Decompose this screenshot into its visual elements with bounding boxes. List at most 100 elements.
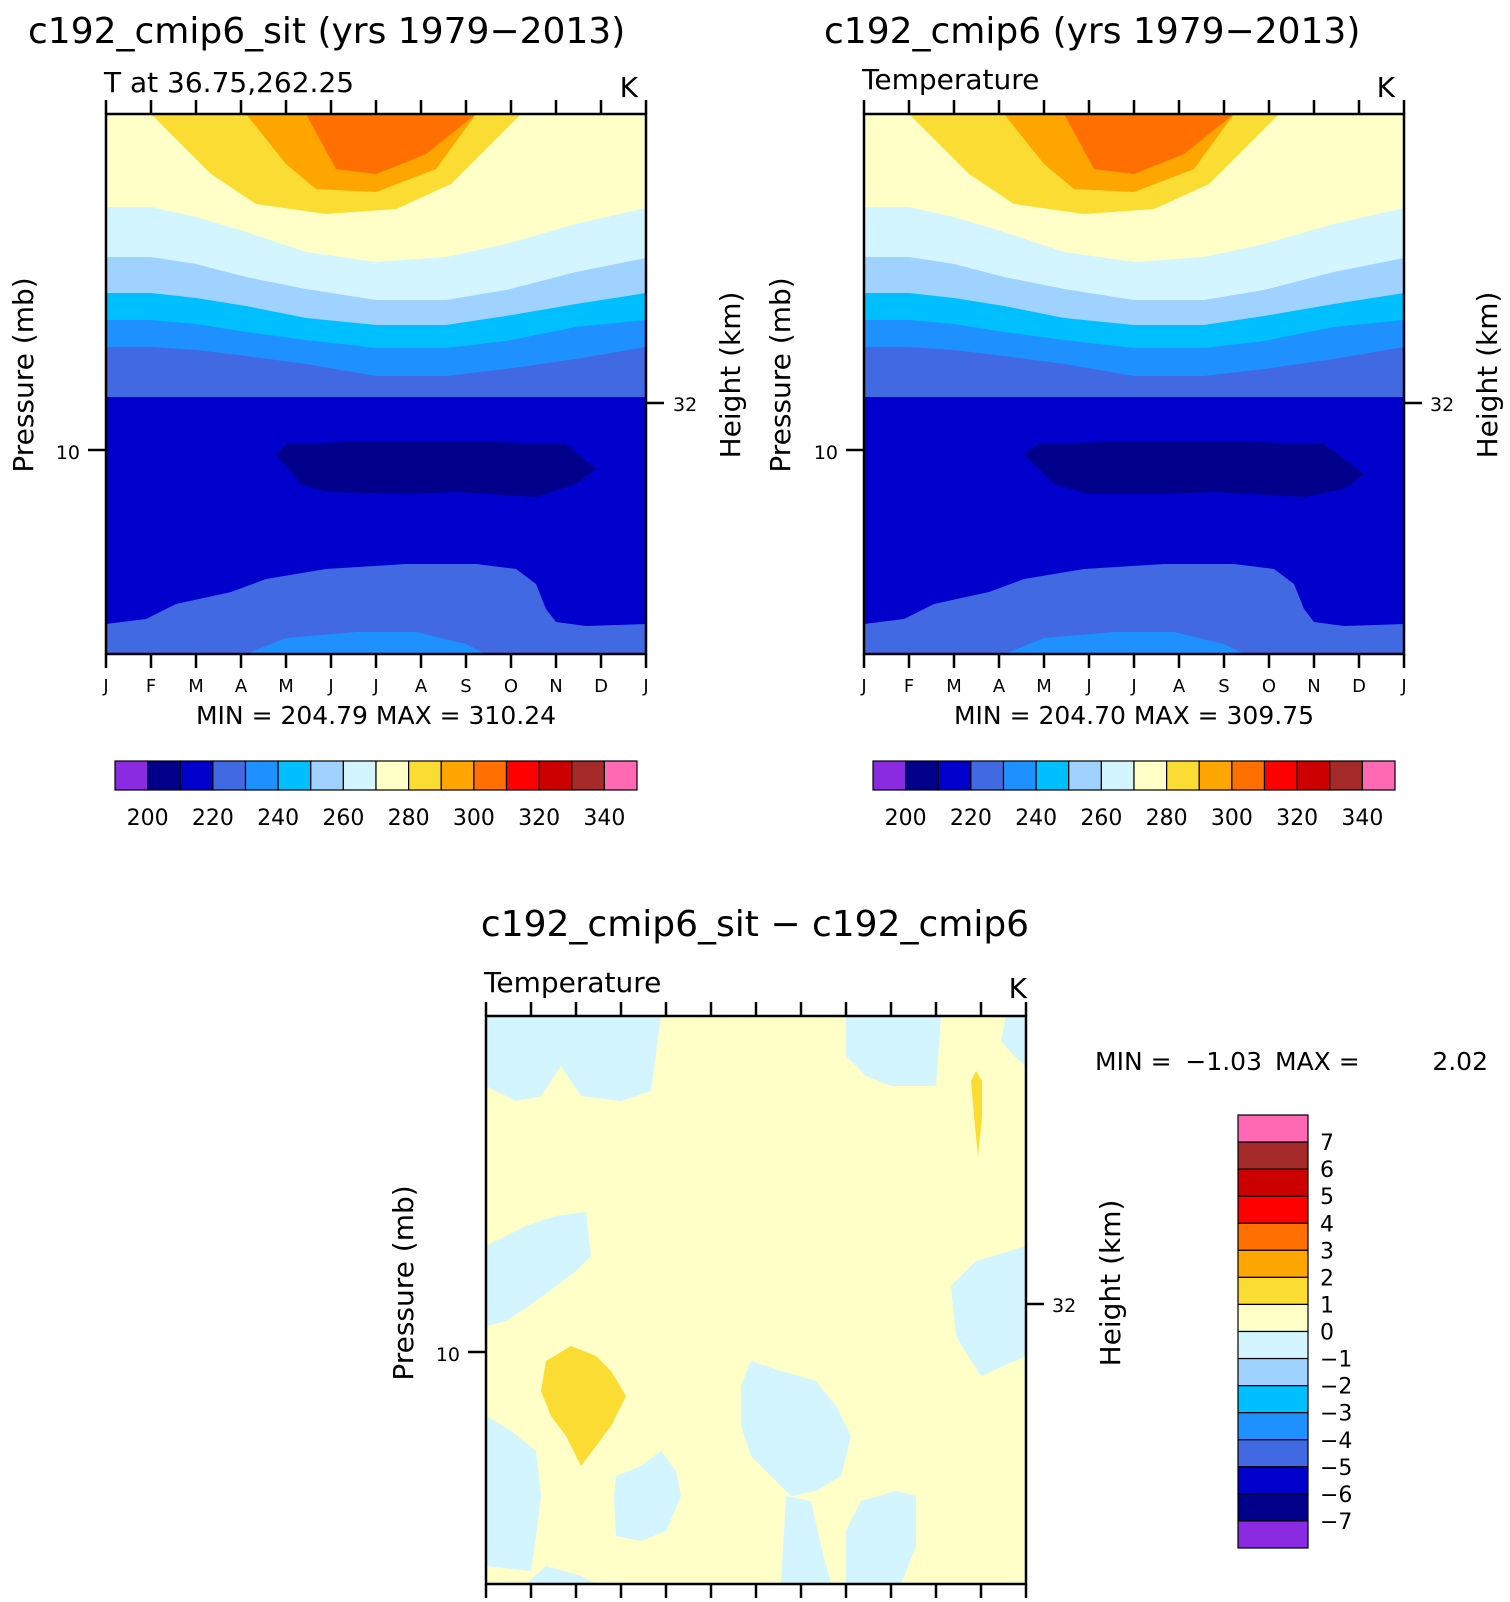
colorbar-swatch	[1237, 1249, 1309, 1278]
stats-label: MIN = 204.70 MAX = 309.75	[954, 701, 1314, 730]
colorbar-label: 260	[322, 806, 364, 831]
y-right-tick-label: 32	[673, 394, 697, 416]
x-tick-label: F	[904, 676, 914, 697]
colorbar-swatch	[905, 760, 939, 791]
colorbar-swatch	[1237, 1493, 1309, 1522]
plot-area	[484, 1014, 1028, 1586]
x-tick-label: M	[946, 676, 962, 697]
colorbar-label: −4	[1320, 1429, 1352, 1454]
colorbar-label: 280	[388, 806, 430, 831]
colorbar-swatch	[440, 760, 475, 791]
x-tick-label: D	[594, 676, 608, 697]
colorbar-swatch	[1237, 1520, 1309, 1549]
colorbar-swatch	[1263, 760, 1298, 791]
x-tick-label: J	[1400, 676, 1406, 697]
plot-area	[104, 112, 648, 656]
colorbar-swatch	[1361, 760, 1396, 791]
colorbar-swatch	[1237, 1357, 1309, 1387]
colorbar-swatch	[244, 760, 279, 791]
panel-sit: c192_cmip6_sit (yrs 1979−2013) T at 36.7…	[7, 11, 747, 831]
colorbar-swatch	[179, 760, 214, 791]
colorbar-label: 240	[1015, 806, 1057, 831]
colorbar-label: 4	[1320, 1212, 1334, 1237]
colorbar-label: 300	[1211, 806, 1253, 831]
x-tick-label: F	[146, 676, 156, 697]
colorbar-swatch	[1231, 760, 1266, 791]
plot-area	[862, 112, 1406, 656]
x-tick-label: J	[1130, 676, 1136, 697]
colorbar-label: 1	[1320, 1293, 1334, 1318]
y-axis-label: Pressure (mb)	[7, 277, 40, 472]
stats-label: MIN = 204.79 MAX = 310.24	[196, 701, 556, 730]
y-axis-right-label: Height (km)	[1094, 1200, 1127, 1367]
colorbar-swatch	[1100, 760, 1135, 791]
stats-label: MIN = −1.03 MAX = 2.02	[1095, 1047, 1488, 1076]
colorbar-label: 220	[950, 806, 992, 831]
colorbar-label: 200	[885, 806, 927, 831]
y-axis-label: Pressure (mb)	[387, 1185, 420, 1380]
colorbar-swatch	[310, 760, 344, 791]
colorbar: 200 220 240 260 280 300 320 340	[114, 760, 638, 831]
colorbar-label: −3	[1320, 1402, 1352, 1427]
x-tick-label: J	[860, 676, 866, 697]
colorbar-label: 320	[1276, 806, 1318, 831]
x-tick-label: M	[278, 676, 294, 697]
y-axis-label: Pressure (mb)	[764, 277, 797, 472]
colorbar-swatch	[212, 760, 247, 791]
colorbar-swatch	[1237, 1141, 1309, 1170]
colorbar-swatch	[1237, 1195, 1309, 1224]
units-label: K	[620, 71, 639, 104]
colorbar-label: 240	[257, 806, 299, 831]
colorbar-label: −1	[1320, 1348, 1352, 1373]
colorbar-swatch	[1237, 1412, 1309, 1441]
colorbar-swatch	[342, 760, 377, 791]
colorbar-label: −7	[1320, 1510, 1352, 1535]
units-label: K	[1009, 972, 1028, 1005]
colorbar-label: 2	[1320, 1266, 1334, 1291]
panel-control: c192_cmip6 (yrs 1979−2013) Temperature K	[764, 11, 1504, 831]
colorbar-swatch	[538, 760, 573, 791]
colorbar-label: 7	[1320, 1131, 1334, 1156]
colorbar-swatch	[872, 760, 907, 791]
colorbar-swatch	[505, 760, 540, 791]
panel-title: c192_cmip6 (yrs 1979−2013)	[824, 11, 1360, 52]
subtitle: Temperature	[483, 966, 661, 999]
colorbar-swatch	[1237, 1222, 1309, 1251]
colorbar-swatch	[1068, 760, 1102, 791]
x-tick-label: M	[1036, 676, 1052, 697]
colorbar-swatch	[1329, 760, 1363, 791]
colorbar-swatch	[1035, 760, 1070, 791]
x-tick-label: A	[1173, 676, 1186, 697]
colorbar-label: 340	[1341, 806, 1383, 831]
colorbar-swatch	[970, 760, 1005, 791]
subtitle: T at 36.75,262.25	[103, 66, 354, 99]
panel-difference: c192_cmip6_sit − c192_cmip6 Temperature …	[387, 904, 1488, 1598]
colorbar-swatch	[277, 760, 312, 791]
x-tick-label: D	[1352, 676, 1366, 697]
colorbar-label: 340	[583, 806, 625, 831]
colorbar-swatch	[603, 760, 638, 791]
y-right-tick-label: 32	[1430, 394, 1454, 416]
colorbar-swatch	[1198, 760, 1233, 791]
stats-max-value: 2.02	[1432, 1047, 1488, 1076]
colorbar-label: 0	[1320, 1321, 1334, 1346]
y-right-tick-label: 32	[1052, 1295, 1076, 1317]
colorbar-swatch	[114, 760, 149, 791]
colorbar-swatch	[1237, 1330, 1309, 1360]
x-tick-label: A	[235, 676, 248, 697]
colorbar-swatch	[937, 760, 972, 791]
colorbar-swatch	[375, 760, 410, 791]
x-tick-label: J	[327, 676, 333, 697]
colorbar-swatch	[1133, 760, 1168, 791]
colorbar-label: 320	[518, 806, 560, 831]
colorbar-label: 3	[1320, 1239, 1334, 1264]
colorbar-swatch	[473, 760, 508, 791]
y-tick-label: 10	[56, 442, 80, 464]
x-tick-label: N	[1307, 676, 1320, 697]
x-tick-label: S	[1218, 676, 1229, 697]
